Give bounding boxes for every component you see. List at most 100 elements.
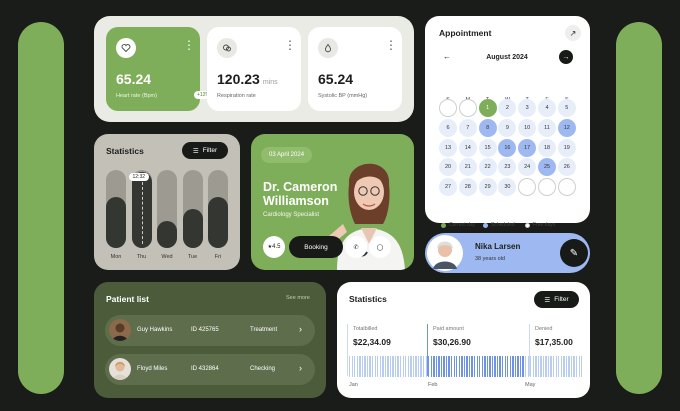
- patient-id: ID 432864: [191, 366, 219, 372]
- calendar-day[interactable]: 24: [518, 158, 537, 177]
- chart-stick: [438, 356, 440, 377]
- bar-track[interactable]: [106, 170, 126, 248]
- chart-stick: [509, 356, 512, 377]
- heart-rate-card[interactable]: ⋮ 65.24 Heart rate (Bpm) +12%: [106, 27, 213, 111]
- calendar-day[interactable]: 28: [458, 178, 477, 197]
- chart-stick: [496, 356, 499, 377]
- chart-stick: [349, 356, 351, 377]
- calendar-day[interactable]: 9: [498, 118, 517, 137]
- bar-fill: [182, 209, 203, 248]
- patient-status: Checking: [250, 366, 276, 372]
- calendar-day[interactable]: 17: [518, 138, 537, 157]
- blood-pressure-card[interactable]: ⋮ 65.24 Systolic BP (mmHg): [308, 27, 402, 111]
- chart-stick: [522, 356, 524, 377]
- right-accent-bar: [616, 22, 662, 394]
- calendar-day[interactable]: 19: [557, 138, 576, 157]
- month-label: August 2024: [486, 54, 528, 61]
- denied-label: Denied: [535, 326, 553, 332]
- calendar-day[interactable]: 25: [538, 158, 556, 177]
- chart-stick: [484, 356, 486, 377]
- respiration-label: Respiration rate: [217, 93, 256, 99]
- calendar-day[interactable]: [458, 99, 477, 117]
- respiration-card[interactable]: ⋮ 120.23 mins Respiration rate: [207, 27, 301, 111]
- bar-track[interactable]: [157, 170, 177, 248]
- legend-free: Free days: [525, 222, 555, 228]
- expand-icon[interactable]: ↗: [565, 25, 581, 41]
- legend-scheduled: Scheduled: [483, 222, 515, 228]
- chart-stick: [371, 356, 374, 377]
- filter-button[interactable]: ☰ Filter: [182, 142, 228, 159]
- chart-stick: [527, 356, 529, 377]
- prev-month-icon[interactable]: ←: [443, 52, 451, 61]
- chart-stick: [461, 356, 463, 377]
- calendar-day[interactable]: 26: [557, 158, 576, 177]
- more-icon[interactable]: ⋮: [183, 38, 195, 52]
- calendar-day[interactable]: 8: [478, 118, 497, 137]
- chart-stick: [392, 356, 394, 377]
- booking-button[interactable]: Booking: [289, 236, 343, 258]
- filter-button[interactable]: ☰ Filter: [534, 291, 579, 308]
- calendar-day[interactable]: [518, 178, 537, 197]
- chart-stick: [502, 356, 504, 377]
- chart-stick: [514, 356, 517, 377]
- calendar-day[interactable]: 14: [458, 138, 477, 157]
- bar-track[interactable]: [182, 170, 203, 248]
- bar-fill: [157, 221, 177, 248]
- calendar-day[interactable]: [439, 99, 457, 117]
- chart-stick: [382, 356, 384, 377]
- chart-stick: [570, 356, 573, 377]
- call-button[interactable]: ✆: [345, 236, 367, 258]
- calendar-day[interactable]: 21: [458, 158, 477, 177]
- see-more-link[interactable]: See more: [286, 295, 310, 301]
- chart-stick: [466, 356, 468, 377]
- calendar-day[interactable]: 20: [439, 158, 457, 177]
- calendar-day[interactable]: [538, 178, 556, 197]
- edit-button[interactable]: ✎: [560, 239, 588, 267]
- calendar-day[interactable]: 27: [439, 178, 457, 197]
- chart-stick: [374, 356, 376, 377]
- more-icon[interactable]: ⋮: [284, 38, 296, 52]
- patient-card[interactable]: Nika Larsen 38 years old ✎: [425, 233, 590, 273]
- chart-stick: [532, 356, 534, 377]
- calendar-day[interactable]: 22: [478, 158, 497, 177]
- chart-stick: [440, 356, 443, 377]
- chart-stick: [568, 356, 570, 377]
- next-month-icon[interactable]: →: [559, 50, 573, 64]
- calendar-day[interactable]: 16: [498, 138, 517, 157]
- calendar-day[interactable]: 1: [478, 99, 497, 117]
- chart-stick: [504, 356, 506, 377]
- respiration-value: 120.23 mins: [217, 71, 278, 87]
- calendar-day[interactable]: 6: [439, 118, 457, 137]
- chart-stick: [575, 356, 578, 377]
- calendar-day[interactable]: 2: [498, 99, 517, 117]
- calendar-day[interactable]: 3: [518, 99, 537, 117]
- doctor-name: Dr. Cameron Williamson: [263, 180, 338, 208]
- calendar-day[interactable]: 29: [478, 178, 497, 197]
- calendar-day[interactable]: 4: [538, 99, 556, 117]
- lungs-icon: [217, 38, 237, 58]
- patient-name: Guy Hawkins: [137, 327, 173, 333]
- calendar-day[interactable]: 15: [478, 138, 497, 157]
- calendar-day[interactable]: [557, 178, 576, 197]
- avatar: [109, 319, 131, 341]
- chart-stick: [481, 356, 483, 377]
- chart-stick: [430, 356, 432, 377]
- blood-pressure-label: Systolic BP (mmHg): [318, 93, 368, 99]
- patient-row[interactable]: Floyd Miles ID 432864 Checking ›: [105, 354, 315, 385]
- calendar-day[interactable]: 10: [518, 118, 537, 137]
- calendar-day[interactable]: 12: [557, 118, 576, 137]
- calendar-day[interactable]: 13: [439, 138, 457, 157]
- calendar-day[interactable]: 11: [538, 118, 556, 137]
- denied-value: $17,35.00: [535, 337, 573, 347]
- calendar-day[interactable]: 7: [458, 118, 477, 137]
- calendar-day[interactable]: 18: [538, 138, 556, 157]
- bar-track[interactable]: [208, 170, 228, 248]
- more-icon[interactable]: ⋮: [385, 38, 397, 52]
- calendar-day[interactable]: 5: [557, 99, 576, 117]
- chat-button[interactable]: ◯: [369, 236, 391, 258]
- chart-stick: [471, 356, 473, 377]
- calendar-day[interactable]: 23: [498, 158, 517, 177]
- chart-stick: [394, 356, 397, 377]
- calendar-day[interactable]: 30: [498, 178, 517, 197]
- patient-row[interactable]: Guy Hawkins ID 425765 Treatment ›: [105, 315, 315, 346]
